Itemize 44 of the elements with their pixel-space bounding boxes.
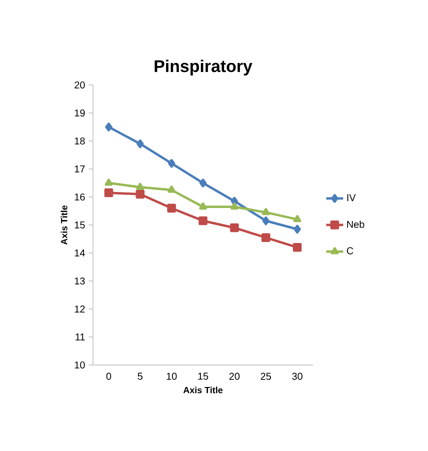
point bbox=[168, 186, 176, 193]
y-tick-label: 12 bbox=[74, 306, 85, 312]
point bbox=[104, 188, 114, 198]
y-tick-label: 18 bbox=[74, 137, 85, 145]
point bbox=[262, 216, 270, 226]
x-axis-title: Axis Title bbox=[183, 386, 223, 394]
x-tick-label: 5 bbox=[138, 372, 142, 380]
chart-title: Pinspiratory bbox=[154, 60, 252, 76]
legend-label: C bbox=[346, 247, 354, 254]
point bbox=[105, 122, 112, 132]
y-tick-label: 11 bbox=[76, 334, 85, 340]
legend-label: IV bbox=[347, 194, 356, 202]
x-tick-label: 25 bbox=[260, 372, 271, 380]
point bbox=[293, 215, 302, 222]
y-tick-label: 17 bbox=[74, 166, 85, 172]
x-tick-label: 10 bbox=[166, 372, 177, 380]
y-axis-title: Axis Title bbox=[60, 205, 68, 245]
y-tick-label: 15 bbox=[74, 222, 85, 228]
point bbox=[198, 216, 208, 226]
y-tick-label: 10 bbox=[74, 361, 85, 369]
point bbox=[136, 139, 144, 148]
point bbox=[292, 243, 302, 252]
point bbox=[230, 223, 239, 232]
legend-label: Neb bbox=[347, 220, 364, 228]
point bbox=[168, 159, 176, 168]
x-tick-label: 15 bbox=[198, 372, 208, 380]
point bbox=[136, 182, 144, 190]
y-tick-label: 13 bbox=[74, 277, 85, 285]
y-tick-label: 16 bbox=[74, 193, 85, 201]
point bbox=[136, 190, 145, 199]
point bbox=[199, 178, 207, 188]
point bbox=[230, 202, 238, 210]
point bbox=[294, 224, 301, 234]
y-tick-label: 14 bbox=[74, 250, 85, 256]
point bbox=[199, 202, 207, 210]
y-tick-label: 19 bbox=[74, 109, 85, 117]
x-tick-label: 30 bbox=[292, 372, 302, 380]
point bbox=[104, 178, 113, 186]
x-tick-label: 0 bbox=[106, 372, 112, 380]
point bbox=[262, 208, 270, 216]
point bbox=[261, 233, 270, 242]
point bbox=[167, 204, 176, 213]
y-tick-label: 20 bbox=[74, 81, 85, 89]
x-tick-label: 20 bbox=[229, 372, 240, 380]
